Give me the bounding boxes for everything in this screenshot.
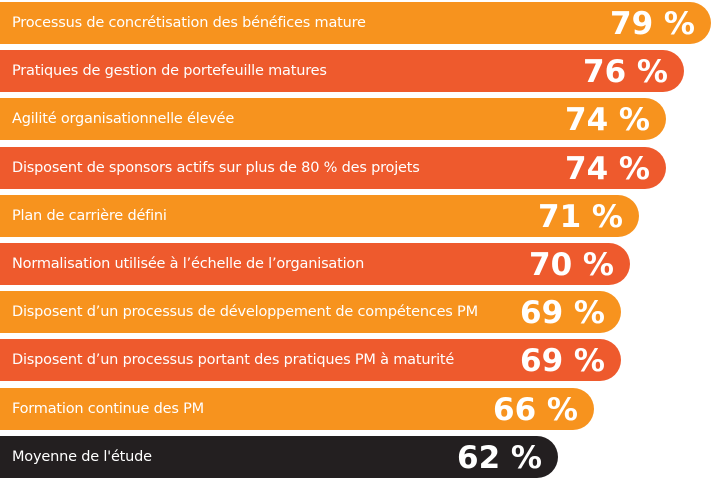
bar-value-label: 74 % (565, 102, 650, 139)
bar-label: Normalisation utilisée à l’échelle de l’… (12, 256, 365, 272)
bar: Plan de carrière défini 71 % (0, 194, 639, 237)
bar-label: Formation continue des PM (12, 400, 204, 417)
bar-label: Moyenne de l'étude (12, 448, 152, 465)
bar: Processus de concrétisation des bénéfice… (0, 2, 711, 44)
bar-value-label: 71 % (538, 198, 623, 235)
bar-label: Processus de concrétisation des bénéfice… (12, 15, 366, 31)
bar-value-label: 69 % (520, 295, 605, 332)
bar-value-label: 66 % (493, 391, 578, 428)
bar-label: Disposent d’un processus de développemen… (12, 304, 478, 321)
bar: Formation continue des PM 66 % (0, 387, 594, 430)
bar: Pratiques de gestion de portefeuille mat… (0, 50, 684, 93)
bar-label: Plan de carrière défini (12, 207, 167, 224)
bar: Normalisation utilisée à l’échelle de l’… (0, 243, 630, 285)
bar-value-label: 70 % (529, 247, 614, 283)
bar-value-label: 74 % (565, 150, 650, 187)
bar-value-label: 69 % (520, 343, 605, 380)
bar-label: Disposent de sponsors actifs sur plus de… (12, 159, 420, 176)
bar: Agilité organisationnelle élevée 74 % (0, 98, 666, 141)
bar-value-label: 76 % (583, 54, 668, 91)
bar-label: Pratiques de gestion de portefeuille mat… (12, 63, 327, 80)
bar-value-label: 79 % (610, 6, 695, 42)
bar: Disposent de sponsors actifs sur plus de… (0, 146, 666, 189)
bar: Disposent d’un processus portant des pra… (0, 339, 621, 382)
bar-value-label: 62 % (457, 439, 542, 476)
bar-label: Agilité organisationnelle élevée (12, 111, 235, 128)
bar-label: Disposent d’un processus portant des pra… (12, 352, 455, 369)
bar: Disposent d’un processus de développemen… (0, 291, 621, 334)
bar: Moyenne de l'étude 62 % (0, 435, 558, 478)
